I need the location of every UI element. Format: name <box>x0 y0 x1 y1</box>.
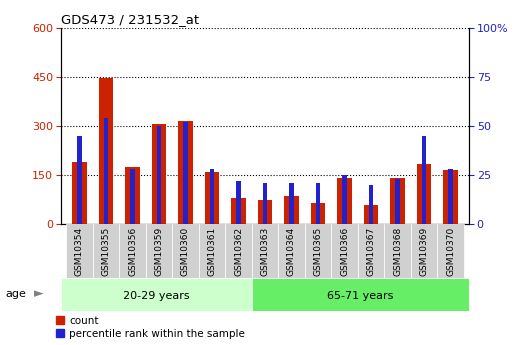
Bar <box>422 136 427 224</box>
Text: GSM10366: GSM10366 <box>340 227 349 276</box>
FancyBboxPatch shape <box>305 224 331 278</box>
Bar <box>390 178 405 224</box>
FancyBboxPatch shape <box>199 224 225 278</box>
Text: 20-29 years: 20-29 years <box>123 291 190 301</box>
Text: GSM10359: GSM10359 <box>155 227 163 276</box>
FancyBboxPatch shape <box>358 224 384 278</box>
Bar <box>252 278 469 310</box>
FancyBboxPatch shape <box>172 224 199 278</box>
Bar <box>99 78 113 224</box>
Bar <box>178 121 193 224</box>
Bar <box>183 122 188 224</box>
FancyBboxPatch shape <box>331 224 358 278</box>
Bar <box>231 198 246 224</box>
FancyBboxPatch shape <box>252 224 278 278</box>
FancyBboxPatch shape <box>437 224 464 278</box>
Bar <box>337 178 352 224</box>
Text: age: age <box>5 289 26 299</box>
Text: GSM10362: GSM10362 <box>234 227 243 276</box>
FancyBboxPatch shape <box>66 224 93 278</box>
Bar <box>77 136 82 224</box>
Bar <box>258 200 272 224</box>
Text: GSM10367: GSM10367 <box>367 227 375 276</box>
Bar <box>72 162 87 224</box>
Text: GSM10354: GSM10354 <box>75 227 84 276</box>
Text: GDS473 / 231532_at: GDS473 / 231532_at <box>61 13 199 27</box>
Bar <box>395 179 400 224</box>
Bar <box>369 185 374 224</box>
Legend: count, percentile rank within the sample: count, percentile rank within the sample <box>56 316 245 339</box>
Bar <box>443 170 458 224</box>
FancyBboxPatch shape <box>225 224 252 278</box>
Bar <box>130 169 135 224</box>
Text: GSM10364: GSM10364 <box>287 227 296 276</box>
Bar <box>236 181 241 224</box>
Text: GSM10368: GSM10368 <box>393 227 402 276</box>
Bar <box>125 167 140 224</box>
FancyBboxPatch shape <box>119 224 146 278</box>
Bar <box>311 203 325 224</box>
Text: GSM10361: GSM10361 <box>208 227 216 276</box>
Bar <box>104 118 109 224</box>
Text: GSM10363: GSM10363 <box>261 227 269 276</box>
FancyBboxPatch shape <box>384 224 411 278</box>
FancyBboxPatch shape <box>93 224 119 278</box>
Bar <box>316 183 320 224</box>
Bar <box>263 183 267 224</box>
FancyBboxPatch shape <box>411 224 437 278</box>
Text: GSM10369: GSM10369 <box>420 227 428 276</box>
Bar <box>61 278 252 310</box>
Bar <box>152 124 166 224</box>
Bar <box>205 172 219 224</box>
Text: GSM10370: GSM10370 <box>446 227 455 276</box>
Bar <box>417 164 431 224</box>
Bar <box>448 169 453 224</box>
Text: ►: ► <box>34 287 44 300</box>
Text: GSM10360: GSM10360 <box>181 227 190 276</box>
Bar <box>284 196 299 224</box>
FancyBboxPatch shape <box>146 224 172 278</box>
Text: GSM10355: GSM10355 <box>102 227 110 276</box>
FancyBboxPatch shape <box>278 224 305 278</box>
Bar <box>210 169 214 224</box>
Text: 65-71 years: 65-71 years <box>327 291 394 301</box>
Text: GSM10356: GSM10356 <box>128 227 137 276</box>
Bar <box>157 126 162 224</box>
Bar <box>289 183 294 224</box>
Bar <box>364 205 378 224</box>
Bar <box>342 175 347 224</box>
Text: GSM10365: GSM10365 <box>314 227 322 276</box>
